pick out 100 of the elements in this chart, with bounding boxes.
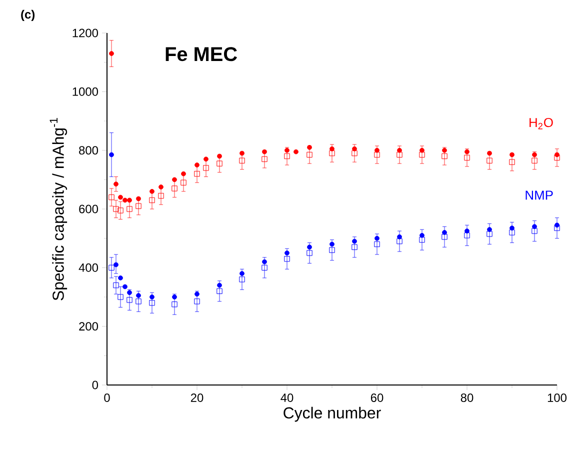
text: (c) [21, 10, 35, 21]
point [284, 256, 290, 262]
y-tick-label: 600 [79, 204, 98, 214]
point [374, 152, 380, 158]
point [126, 206, 132, 212]
point [217, 282, 222, 288]
point [329, 150, 335, 156]
point [442, 234, 448, 240]
y-tick-label: 0 [92, 380, 98, 390]
point [262, 259, 267, 264]
point [554, 152, 560, 158]
point [294, 149, 298, 154]
point [554, 225, 560, 231]
point [442, 153, 448, 160]
point [172, 177, 177, 182]
x-tick-label: 100 [548, 394, 567, 402]
point [113, 282, 119, 288]
y-tick-label: 1200 [72, 28, 98, 38]
point [509, 230, 515, 236]
point [532, 158, 538, 164]
point [442, 230, 447, 235]
point [532, 152, 537, 158]
x-tick-label: 0 [104, 394, 110, 402]
point [464, 228, 470, 234]
x-tick-label: 40 [280, 394, 294, 402]
point [464, 154, 470, 161]
point [464, 232, 470, 238]
point [284, 148, 290, 153]
point [284, 153, 290, 160]
point [149, 197, 155, 204]
point [113, 206, 119, 212]
point [239, 276, 245, 282]
point [532, 228, 538, 234]
point [352, 150, 358, 156]
point [136, 298, 142, 304]
point [306, 152, 312, 158]
point [127, 198, 132, 203]
point [109, 51, 114, 56]
point [181, 171, 186, 176]
point [122, 284, 128, 290]
point [554, 154, 560, 161]
text: Fe MEC [166, 47, 238, 62]
point [397, 234, 402, 240]
y-tick-label: 800 [79, 146, 98, 155]
x-tick-label: 80 [460, 394, 474, 402]
point [352, 244, 358, 250]
point [122, 198, 128, 203]
point [240, 271, 244, 276]
point [194, 298, 200, 304]
point [108, 194, 114, 200]
point [374, 236, 380, 241]
point [150, 294, 154, 300]
point [158, 192, 164, 199]
point [419, 152, 425, 158]
x-tick-label: 20 [190, 394, 204, 402]
point [510, 226, 514, 231]
point [149, 300, 155, 306]
point [330, 242, 334, 247]
point [262, 156, 268, 162]
point [374, 241, 380, 248]
point [509, 159, 515, 165]
point [204, 156, 208, 162]
point [118, 294, 124, 300]
point [114, 262, 118, 268]
y-tick-label: 200 [79, 322, 98, 331]
point [126, 297, 132, 303]
point [180, 180, 186, 186]
point [554, 222, 560, 228]
point [419, 236, 425, 243]
point [262, 264, 268, 271]
point [216, 288, 222, 294]
point [486, 158, 492, 164]
point [307, 244, 312, 250]
point [486, 231, 492, 237]
point [136, 203, 142, 209]
point [114, 182, 118, 187]
x-tick-label: 60 [370, 394, 384, 402]
point [396, 238, 402, 244]
point [136, 293, 141, 298]
y-tick-label: 400 [78, 263, 98, 272]
point [239, 158, 245, 164]
point [118, 208, 124, 214]
point [216, 160, 222, 166]
point [329, 247, 335, 253]
point [396, 152, 402, 158]
point [203, 165, 209, 171]
point [352, 238, 357, 244]
point [172, 186, 178, 192]
series-label: H$_{2}$O [530, 118, 553, 130]
point [172, 301, 178, 308]
point [487, 227, 492, 232]
series-label: NMP [526, 190, 553, 200]
point [109, 152, 114, 158]
point [306, 250, 312, 256]
point [284, 250, 290, 256]
x-axis-title: Cycle number [284, 406, 381, 422]
point [118, 275, 123, 280]
point [108, 264, 114, 271]
point [420, 232, 424, 238]
point [532, 224, 537, 230]
